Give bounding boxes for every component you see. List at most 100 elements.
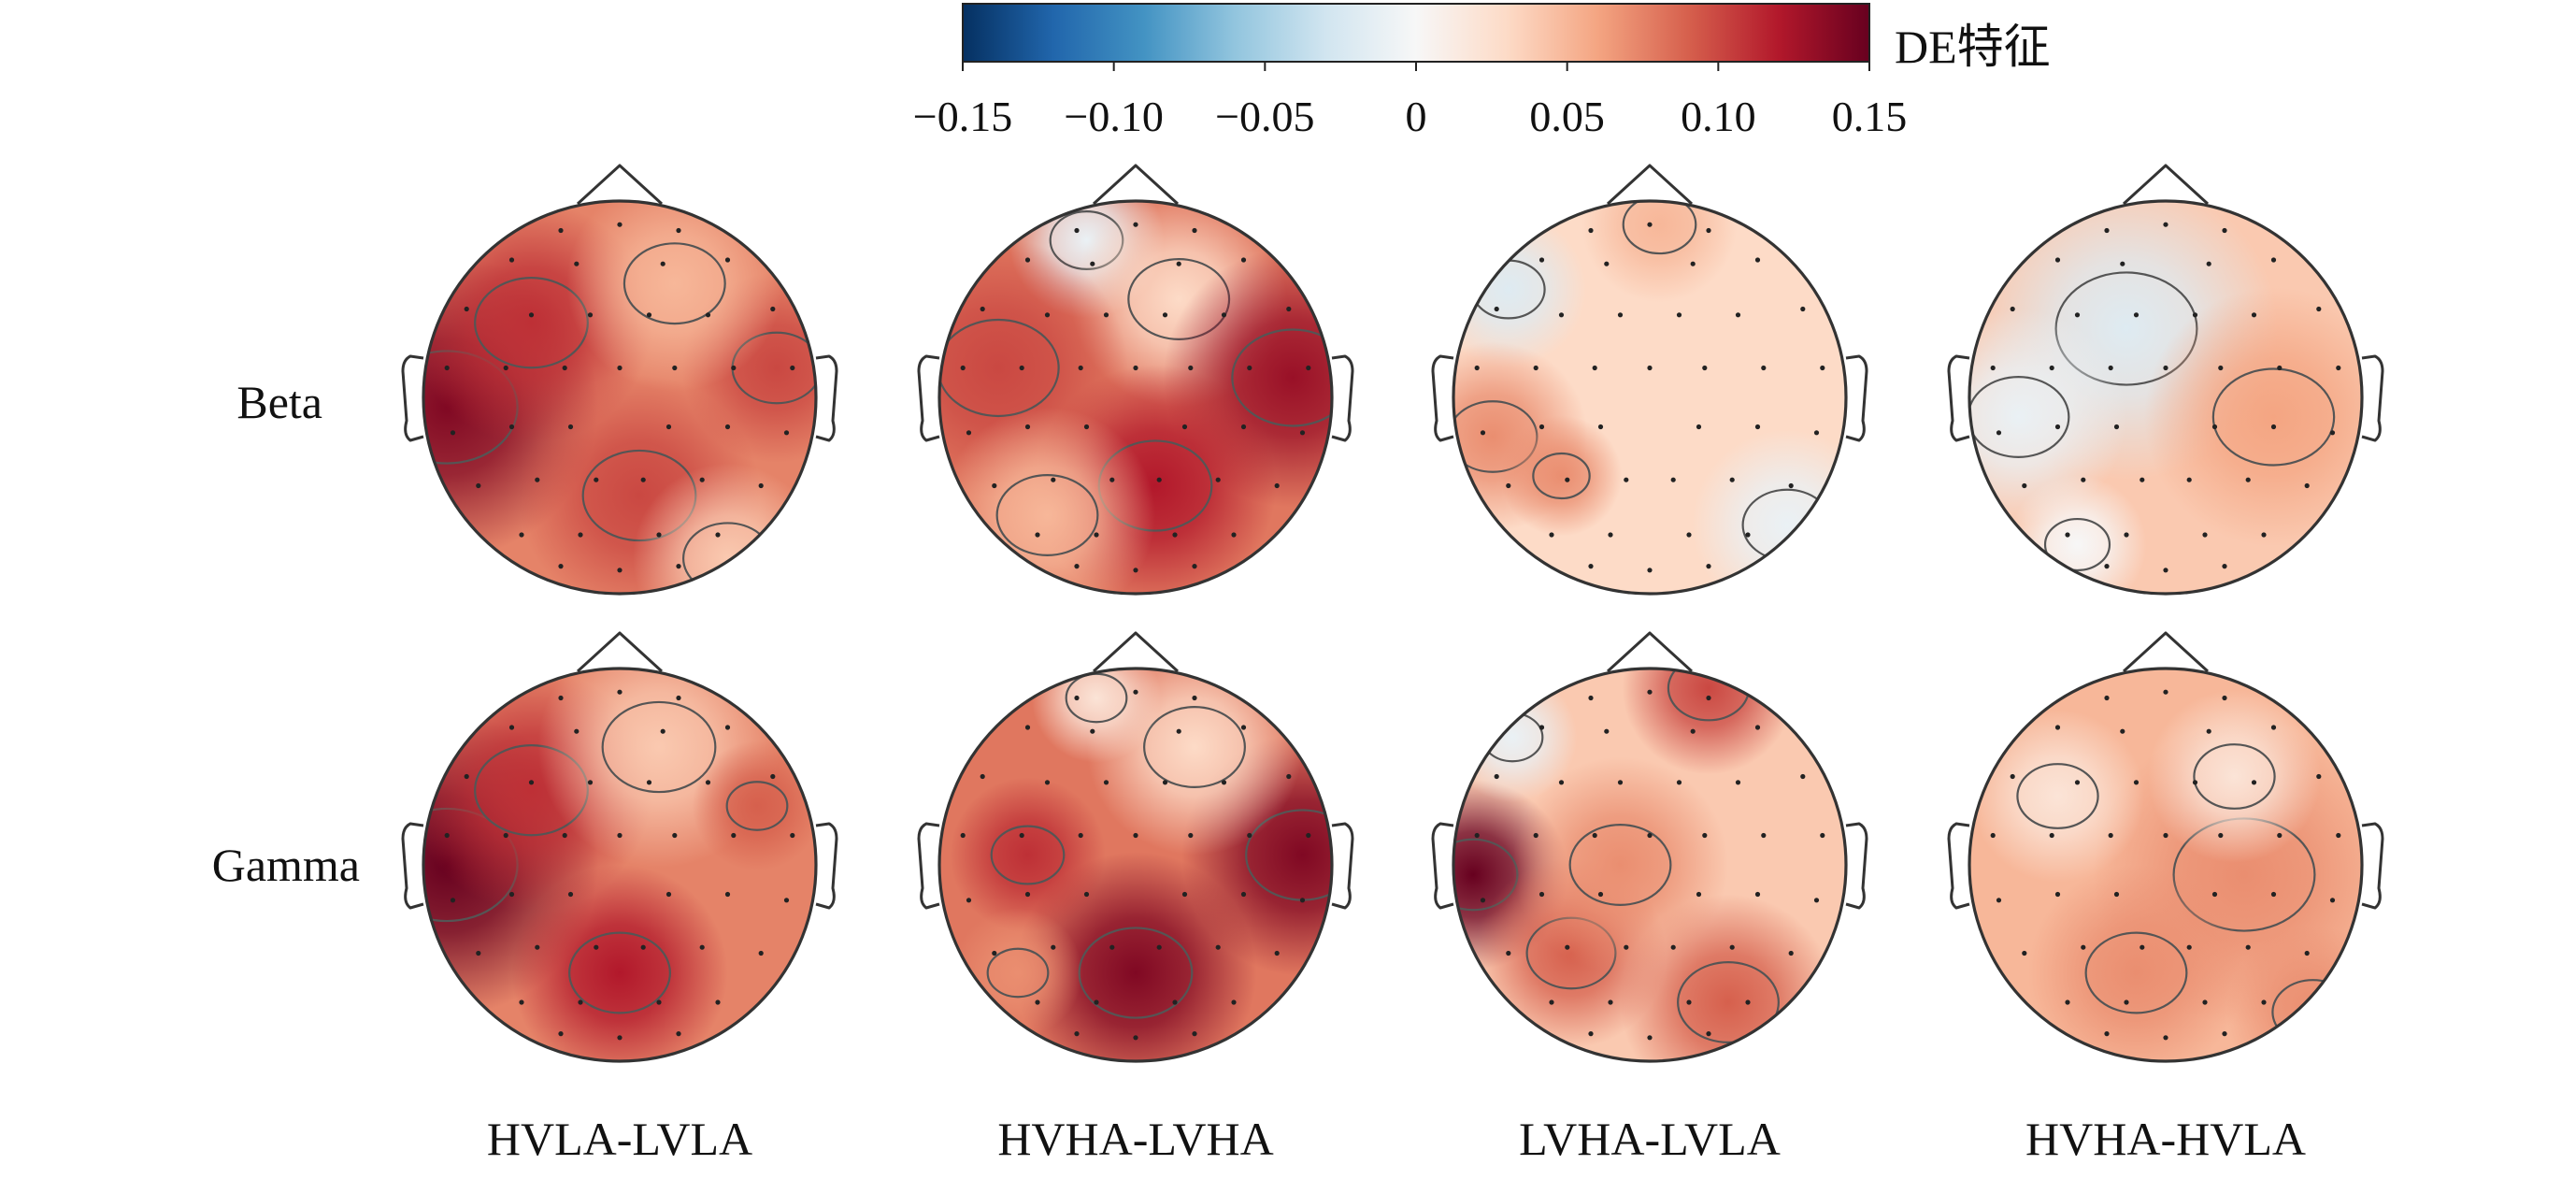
topomap-blob xyxy=(950,777,1106,933)
sensor-dot xyxy=(2140,944,2145,950)
sensor-dot xyxy=(2316,773,2322,780)
sensor-dot xyxy=(672,365,678,371)
sensor-dot xyxy=(2124,999,2129,1005)
sensor-dot xyxy=(646,780,652,785)
sensor-dot xyxy=(1788,950,1794,956)
sensor-dot xyxy=(724,257,731,263)
head-outline xyxy=(937,667,1334,1063)
sensor-dot xyxy=(1647,689,1653,695)
sensor-dot xyxy=(2163,365,2168,371)
sensor-dot xyxy=(1565,944,1570,950)
sensor-dot xyxy=(617,832,623,839)
topomap-blob xyxy=(2008,475,2147,594)
sensor-dot xyxy=(2270,725,2277,730)
sensor-dot xyxy=(1506,482,1511,489)
sensor-dot xyxy=(1240,424,1247,430)
topomap-contour xyxy=(2211,367,2336,467)
sensor-dot xyxy=(444,365,450,371)
sensor-dot xyxy=(1019,832,1024,839)
sensor-dot xyxy=(617,568,623,573)
sensor-dot xyxy=(1735,780,1741,785)
head-outline xyxy=(937,199,1334,596)
sensor-dot xyxy=(1133,222,1138,227)
sensor-dot xyxy=(1754,424,1761,430)
sensor-dot xyxy=(1094,999,1099,1005)
row-label-gamma: Gamma xyxy=(211,839,360,891)
sensor-dot xyxy=(2202,999,2208,1005)
sensor-dot xyxy=(2054,725,2061,730)
sensor-dot xyxy=(1215,477,1221,482)
head-outline xyxy=(1968,199,2364,596)
sensor-dot xyxy=(476,950,481,956)
sensor-dot xyxy=(574,728,580,734)
sensor-dot xyxy=(2124,532,2129,538)
sensor-dot xyxy=(1019,365,1024,371)
head-left-ear xyxy=(1947,822,1970,910)
topomap-field xyxy=(939,201,1332,594)
colorbar-tick-label: −0.05 xyxy=(1215,93,1315,140)
topomap-gamma-2 xyxy=(917,631,1354,1063)
sensor-dot xyxy=(1706,227,1711,234)
sensor-dot xyxy=(660,728,665,734)
sensor-dot xyxy=(450,430,456,436)
sensor-dot xyxy=(503,365,508,371)
sensor-dot xyxy=(1078,365,1083,371)
sensor-dot xyxy=(1820,365,1825,371)
sensor-dot xyxy=(1035,999,1040,1005)
sensor-dot xyxy=(476,482,481,489)
sensor-dot xyxy=(1083,891,1090,898)
sensor-dot xyxy=(1538,891,1545,898)
sensor-dot xyxy=(1761,832,1767,839)
topomap-contour xyxy=(1143,706,1246,788)
sensor-dot xyxy=(2049,832,2054,839)
sensor-dot xyxy=(1745,999,1751,1005)
sensor-dot xyxy=(1729,477,1735,482)
sensor-dot xyxy=(1990,365,1996,371)
sensor-dot xyxy=(1588,1031,1594,1037)
sensor-dot xyxy=(1156,477,1162,482)
topomap-blob xyxy=(511,865,728,1061)
head-left-ear xyxy=(917,354,940,442)
sensor-dot xyxy=(1299,430,1306,436)
sensor-dot xyxy=(558,564,564,569)
topomap-blob xyxy=(1031,669,1162,763)
sensor-dot xyxy=(2206,728,2211,734)
head-left-ear xyxy=(401,354,424,442)
sensor-dot xyxy=(2163,222,2168,227)
sensor-dot xyxy=(1670,477,1676,482)
sensor-dot xyxy=(1051,477,1056,482)
sensor-dot xyxy=(1074,564,1080,569)
sensor-dot xyxy=(2218,365,2224,371)
sensor-dot xyxy=(1506,950,1511,956)
head-outline xyxy=(1452,199,1848,596)
topomap-contour xyxy=(939,318,1060,418)
sensor-dot xyxy=(1647,568,1653,573)
sensor-dot xyxy=(1162,312,1168,318)
sensor-dot xyxy=(1024,257,1031,263)
sensor-dot xyxy=(1024,424,1031,430)
sensor-dot xyxy=(1538,725,1545,730)
colorbar-tick-label: 0.10 xyxy=(1681,93,1756,140)
sensor-dot xyxy=(1604,261,1610,266)
sensor-dot xyxy=(2277,832,2283,839)
sensor-dot xyxy=(1162,780,1168,785)
sensor-dot xyxy=(1558,780,1565,785)
sensor-dot xyxy=(758,482,764,489)
sensor-dot xyxy=(1286,306,1292,312)
topomap-contour xyxy=(1568,824,1672,906)
sensor-dot xyxy=(1103,780,1109,785)
sensor-dot xyxy=(1188,832,1194,839)
topomap-blob xyxy=(939,407,1155,594)
sensor-dot xyxy=(1090,261,1095,266)
sensor-dot xyxy=(2163,689,2168,695)
sensor-dot xyxy=(2329,898,2336,903)
sensor-dot xyxy=(2211,891,2218,898)
sensor-dot xyxy=(2186,477,2192,482)
sensor-dot xyxy=(980,773,985,780)
sensor-dot xyxy=(2081,477,2086,482)
sensor-dot xyxy=(1800,306,1806,312)
sensor-dot xyxy=(535,477,540,482)
head-left-ear xyxy=(401,822,424,910)
sensor-dot xyxy=(676,1031,681,1037)
sensor-dot xyxy=(770,306,776,312)
